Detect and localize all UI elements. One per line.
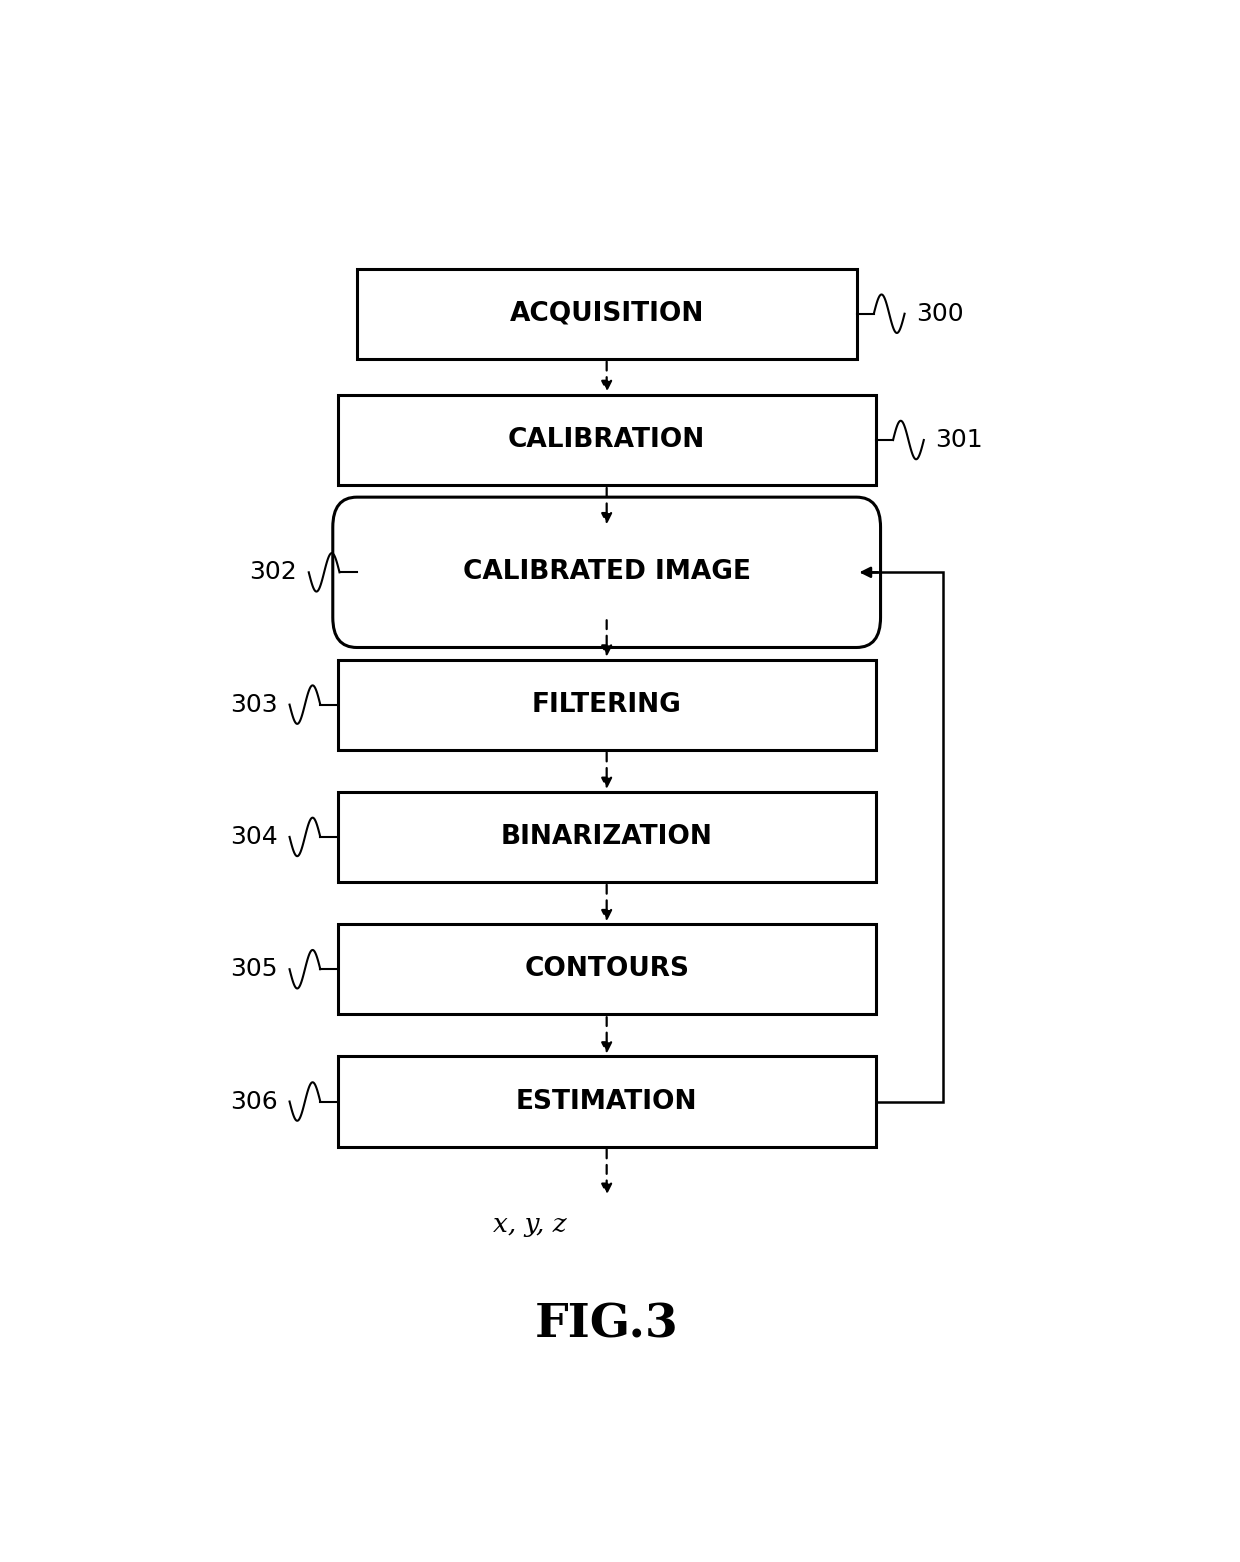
- Bar: [337, 1056, 875, 1147]
- Text: 305: 305: [231, 958, 278, 981]
- Bar: [337, 395, 875, 486]
- Text: 306: 306: [231, 1090, 278, 1114]
- Bar: [357, 269, 857, 359]
- Bar: [337, 659, 875, 750]
- FancyBboxPatch shape: [332, 497, 880, 648]
- Bar: [337, 792, 875, 883]
- Text: ESTIMATION: ESTIMATION: [516, 1089, 697, 1115]
- Text: 302: 302: [249, 561, 298, 584]
- Text: ACQUISITION: ACQUISITION: [510, 301, 704, 326]
- Text: FILTERING: FILTERING: [532, 692, 682, 717]
- Text: BINARIZATION: BINARIZATION: [501, 823, 713, 850]
- Text: CALIBRATED IMAGE: CALIBRATED IMAGE: [463, 559, 750, 586]
- Text: 301: 301: [935, 428, 983, 451]
- Text: CONTOURS: CONTOURS: [525, 956, 689, 982]
- Text: 304: 304: [231, 825, 278, 848]
- Text: x, y, z: x, y, z: [494, 1212, 567, 1237]
- Text: 303: 303: [231, 692, 278, 717]
- Bar: [337, 925, 875, 1014]
- Text: 300: 300: [916, 301, 963, 326]
- Text: FIG.3: FIG.3: [534, 1301, 678, 1346]
- Text: CALIBRATION: CALIBRATION: [508, 426, 706, 453]
